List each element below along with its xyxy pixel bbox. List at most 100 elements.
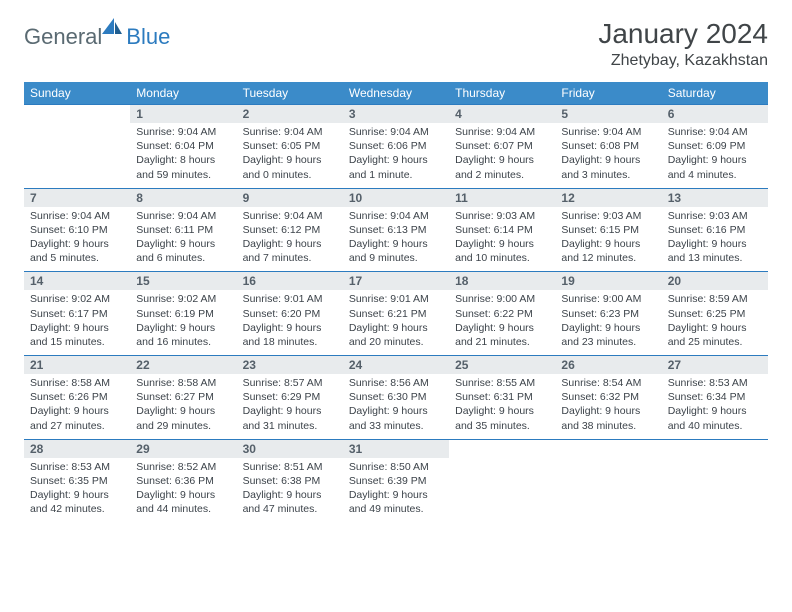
day-number: 13 [662,188,768,207]
day-daylight1: Daylight: 9 hours [455,153,549,167]
day-sunrise: Sunrise: 8:58 AM [136,376,230,390]
day-details: Sunrise: 8:50 AMSunset: 6:39 PMDaylight:… [343,458,449,523]
day-number: 21 [24,356,130,375]
day-sunrise: Sunrise: 8:58 AM [30,376,124,390]
day-details: Sunrise: 9:03 AMSunset: 6:14 PMDaylight:… [449,207,555,272]
day-number: 1 [130,105,236,124]
day-daylight1: Daylight: 9 hours [668,321,762,335]
day-daylight2: and 49 minutes. [349,502,443,516]
day-daylight1: Daylight: 9 hours [455,237,549,251]
day-daylight2: and 31 minutes. [243,419,337,433]
title-block: January 2024 Zhetybay, Kazakhstan [598,18,768,70]
day-daylight1: Daylight: 9 hours [561,404,655,418]
day-details: Sunrise: 9:04 AMSunset: 6:10 PMDaylight:… [24,207,130,272]
day-sunset: Sunset: 6:17 PM [30,307,124,321]
day-sunset: Sunset: 6:19 PM [136,307,230,321]
day-daylight1: Daylight: 9 hours [136,237,230,251]
day-header-wed: Wednesday [343,82,449,105]
week-details-row: Sunrise: 9:02 AMSunset: 6:17 PM Daylight:… [24,290,768,355]
day-daylight1: Daylight: 9 hours [243,153,337,167]
day-daylight1: Daylight: 9 hours [668,237,762,251]
day-sunrise: Sunrise: 9:04 AM [561,125,655,139]
day-sunrise: Sunrise: 9:04 AM [136,209,230,223]
day-details: Sunrise: 8:51 AMSunset: 6:38 PMDaylight:… [237,458,343,523]
day-sunrise: Sunrise: 9:02 AM [30,292,124,306]
day-sunrise: Sunrise: 8:53 AM [668,376,762,390]
day-details: Sunrise: 8:54 AMSunset: 6:32 PMDaylight:… [555,374,661,439]
day-daylight1: Daylight: 9 hours [136,321,230,335]
day-daylight2: and 23 minutes. [561,335,655,349]
day-daylight1: Daylight: 9 hours [561,237,655,251]
day-sunset: Sunset: 6:39 PM [349,474,443,488]
day-number [555,439,661,458]
day-daylight2: and 21 minutes. [455,335,549,349]
day-number: 11 [449,188,555,207]
day-details: Sunrise: 9:04 AMSunset: 6:12 PMDaylight:… [237,207,343,272]
day-sunset: Sunset: 6:29 PM [243,390,337,404]
day-sunrise: Sunrise: 9:00 AM [561,292,655,306]
day-details: Sunrise: 9:04 AMSunset: 6:04 PMDaylight:… [130,123,236,188]
day-number: 4 [449,105,555,124]
day-details: Sunrise: 8:53 AMSunset: 6:34 PMDaylight:… [662,374,768,439]
day-number: 2 [237,105,343,124]
day-details: Sunrise: 8:58 AMSunset: 6:26 PMDaylight:… [24,374,130,439]
day-daylight1: Daylight: 9 hours [349,237,443,251]
day-daylight2: and 10 minutes. [455,251,549,265]
day-number: 9 [237,188,343,207]
day-number: 31 [343,439,449,458]
week-daynum-row: 28293031 [24,439,768,458]
day-daylight1: Daylight: 9 hours [136,488,230,502]
day-details: Sunrise: 9:04 AMSunset: 6:06 PMDaylight:… [343,123,449,188]
day-daylight1: Daylight: 9 hours [561,321,655,335]
day-sunset: Sunset: 6:12 PM [243,223,337,237]
day-number [662,439,768,458]
day-sunrise: Sunrise: 8:52 AM [136,460,230,474]
day-daylight2: and 18 minutes. [243,335,337,349]
sail-icon [102,18,122,41]
day-sunrise: Sunrise: 9:04 AM [349,209,443,223]
calendar-body: 123456Sunrise: 9:04 AMSunset: 6:04 PMDay… [24,105,768,523]
day-number: 12 [555,188,661,207]
day-daylight2: and 1 minute. [349,168,443,182]
day-details: Sunrise: 9:00 AMSunset: 6:22 PMDaylight:… [449,290,555,355]
month-title: January 2024 [598,18,768,50]
day-daylight2: and 3 minutes. [561,168,655,182]
day-details: Sunrise: 9:04 AMSunset: 6:13 PMDaylight:… [343,207,449,272]
day-daylight2: and 6 minutes. [136,251,230,265]
week-details-row: Sunrise: 9:04 AMSunset: 6:04 PMDaylight:… [24,123,768,188]
logo-text-general: General [24,24,102,50]
day-sunset: Sunset: 6:22 PM [455,307,549,321]
day-sunrise: Sunrise: 8:59 AM [668,292,762,306]
day-daylight2: and 13 minutes. [668,251,762,265]
day-sunrise: Sunrise: 9:03 AM [455,209,549,223]
day-sunset: Sunset: 6:30 PM [349,390,443,404]
day-daylight1: Daylight: 9 hours [349,404,443,418]
day-daylight1: Daylight: 9 hours [243,321,337,335]
day-daylight2: and 35 minutes. [455,419,549,433]
day-sunrise: Sunrise: 9:04 AM [30,209,124,223]
day-sunset: Sunset: 6:05 PM [243,139,337,153]
day-sunrise: Sunrise: 9:04 AM [668,125,762,139]
day-details: Sunrise: 9:03 AMSunset: 6:15 PMDaylight:… [555,207,661,272]
day-daylight2: and 7 minutes. [243,251,337,265]
day-sunset: Sunset: 6:11 PM [136,223,230,237]
day-daylight2: and 42 minutes. [30,502,124,516]
day-sunset: Sunset: 6:36 PM [136,474,230,488]
day-details: Sunrise: 8:57 AMSunset: 6:29 PMDaylight:… [237,374,343,439]
day-sunrise: Sunrise: 8:54 AM [561,376,655,390]
day-daylight1: Daylight: 9 hours [349,321,443,335]
day-details: Sunrise: 9:04 AMSunset: 6:08 PMDaylight:… [555,123,661,188]
day-header-sat: Saturday [662,82,768,105]
day-header-sun: Sunday [24,82,130,105]
day-daylight1: Daylight: 9 hours [349,488,443,502]
day-daylight2: and 25 minutes. [668,335,762,349]
day-sunset: Sunset: 6:06 PM [349,139,443,153]
day-number: 14 [24,272,130,291]
day-sunset: Sunset: 6:20 PM [243,307,337,321]
day-sunrise: Sunrise: 9:03 AM [561,209,655,223]
week-daynum-row: 14151617181920 [24,272,768,291]
day-sunset: Sunset: 6:13 PM [349,223,443,237]
day-daylight2: and 16 minutes. [136,335,230,349]
day-number: 6 [662,105,768,124]
day-daylight2: and 4 minutes. [668,168,762,182]
